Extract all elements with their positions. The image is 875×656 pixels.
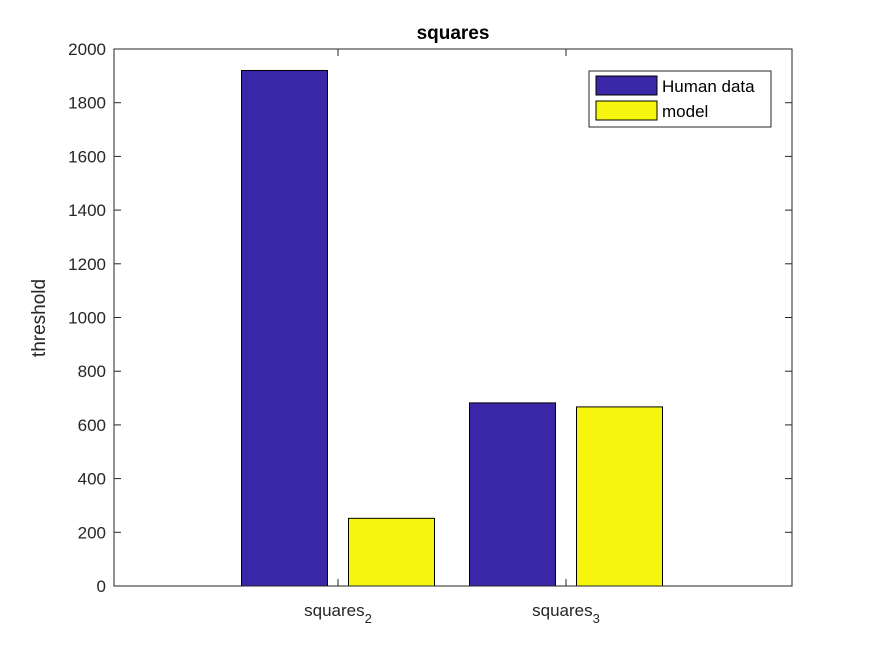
bar-model-2	[576, 406, 663, 587]
chart-title: squares	[417, 23, 490, 44]
legend-label: Human data	[662, 77, 755, 96]
y-tick-label: 400	[78, 470, 106, 489]
x-axis-ticks: squares2 squares3	[304, 49, 600, 626]
legend: Human data model	[588, 70, 772, 128]
y-tick-label: 2000	[68, 40, 106, 59]
bar-model-1	[348, 517, 435, 587]
y-tick-label: 1200	[68, 255, 106, 274]
y-tick-label: 1000	[68, 309, 106, 328]
y-tick-label: 200	[78, 523, 106, 542]
legend-swatch-model	[595, 100, 658, 121]
y-tick-label: 0	[97, 577, 106, 596]
y-axis-label: threshold	[29, 279, 50, 357]
x-tick-label: squares2	[304, 601, 372, 626]
bar-human-data-1	[241, 69, 328, 587]
y-axis-ticks: 0 200 400 600 800 1000 1200 1400 1600 1800 2000	[68, 40, 792, 596]
y-tick-label: 1400	[68, 201, 106, 220]
y-tick-label: 800	[78, 362, 106, 381]
y-tick-label: 1800	[68, 94, 106, 113]
bars	[241, 69, 663, 587]
x-tick-label-base: squares	[532, 601, 592, 620]
x-tick-label-subscript: 2	[365, 611, 372, 626]
legend-label: model	[662, 102, 708, 121]
legend-swatch-human-data	[595, 75, 658, 96]
y-tick-label: 1600	[68, 147, 106, 166]
plot-area	[114, 49, 792, 586]
x-tick-label-subscript: 3	[593, 611, 600, 626]
y-tick-label: 600	[78, 416, 106, 435]
x-tick-label-base: squares	[304, 601, 364, 620]
x-tick-label: squares3	[532, 601, 600, 626]
bar-human-data-2	[469, 402, 556, 587]
axes-box	[113, 48, 793, 587]
